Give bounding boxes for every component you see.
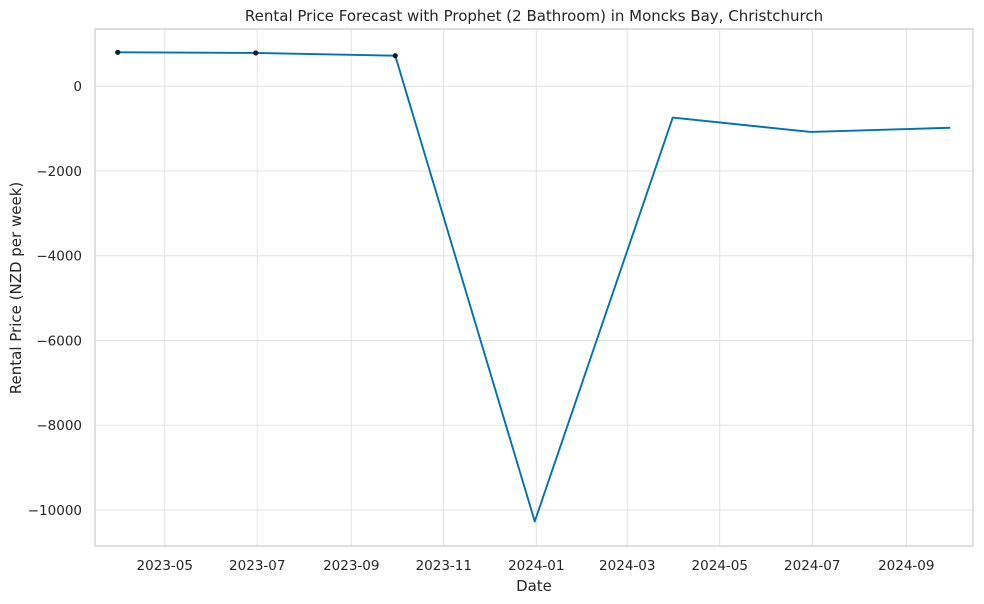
y-tick-label: −6000 (36, 333, 82, 349)
y-tick-label: −8000 (36, 418, 82, 434)
y-tick-label: −2000 (36, 164, 82, 180)
plot-background (95, 29, 973, 546)
y-axis-title: Rental Price (NZD per week) (7, 182, 25, 394)
series (115, 49, 951, 523)
x-tick-label: 2024-09 (878, 558, 934, 574)
x-tick-label: 2024-05 (692, 558, 748, 574)
x-tick-label: 2023-11 (416, 558, 472, 574)
observed-point (392, 53, 398, 59)
grid (95, 29, 973, 546)
observed-point (115, 49, 121, 55)
y-tick-label: −10000 (28, 503, 82, 519)
x-tick-label: 2024-03 (599, 558, 655, 574)
x-axis-title: Date (516, 577, 552, 595)
observed-point (253, 50, 259, 56)
x-tick-label: 2023-05 (137, 558, 193, 574)
y-tick-label: −4000 (36, 249, 82, 265)
y-tick-label: 0 (73, 79, 82, 95)
plot-frame (94, 28, 974, 547)
x-tick-label: 2023-07 (229, 558, 285, 574)
y-tick-labels: 0 −2000 −4000 −6000 −8000 −10000 (28, 79, 82, 519)
x-tick-label: 2024-07 (784, 558, 840, 574)
x-tick-label: 2023-09 (323, 558, 379, 574)
chart-title: Rental Price Forecast with Prophet (2 Ba… (245, 7, 823, 25)
x-tick-label: 2024-01 (508, 558, 564, 574)
x-tick-labels: 2023-05 2023-07 2023-09 2023-11 2024-01 2024-… (137, 558, 935, 574)
